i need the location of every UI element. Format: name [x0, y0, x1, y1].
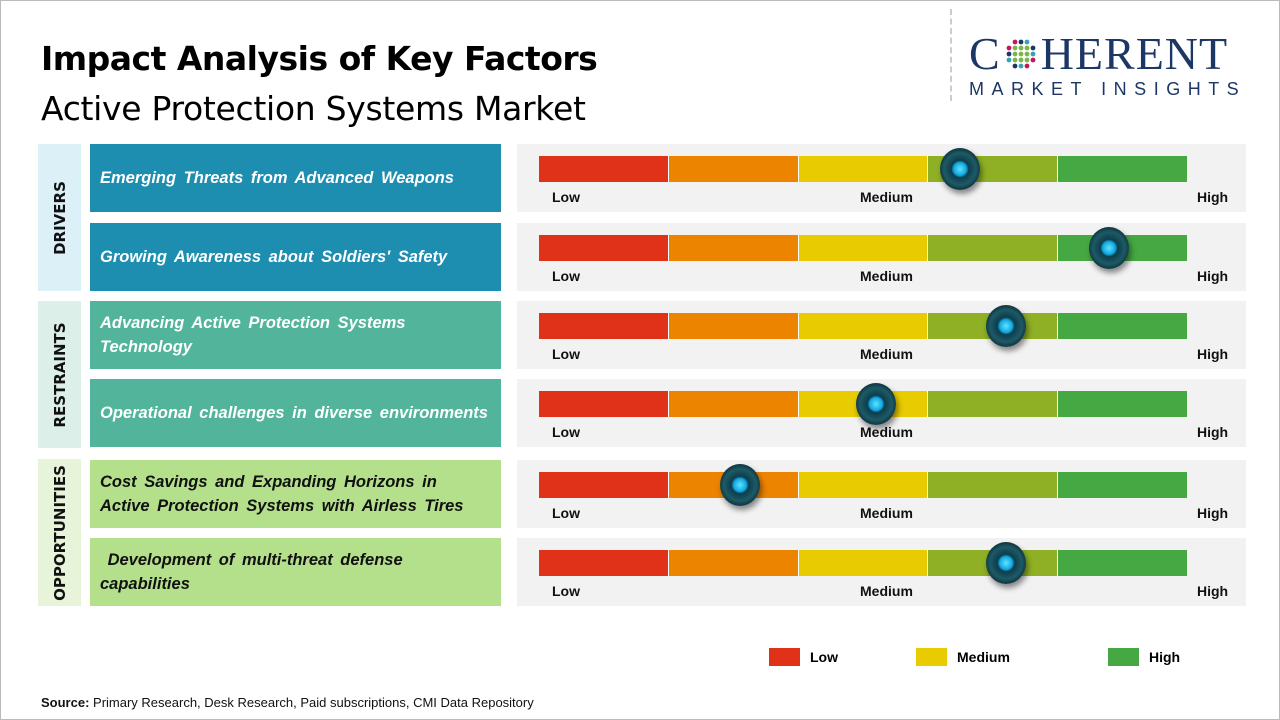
impact-indicator-knob [985, 542, 1026, 584]
factor-label: Operational challenges in diverse enviro… [90, 379, 501, 447]
category-opportunities: OPPORTUNITIES [38, 459, 81, 606]
legend-swatch [916, 648, 947, 666]
legend-label: High [1149, 649, 1181, 665]
scale-low-label: Low [552, 189, 580, 205]
impact-gauge: Low Medium High [517, 538, 1246, 606]
scale-segment [668, 391, 799, 417]
impact-indicator-knob [1089, 227, 1130, 269]
scale-segment [798, 156, 929, 182]
impact-scale-bar [539, 550, 1187, 576]
scale-segment [1058, 156, 1187, 182]
scale-medium-label: Medium [860, 268, 913, 284]
category-label: RESTRAINTS [50, 321, 69, 428]
impact-gauge: Low Medium High [517, 223, 1246, 291]
legend-item: Medium [916, 648, 1010, 666]
scale-low-label: Low [552, 505, 580, 521]
impact-scale-bar [539, 472, 1187, 498]
logo-c: C [969, 28, 1001, 79]
page-subtitle: Active Protection Systems Market [41, 89, 586, 128]
scale-segment [798, 472, 929, 498]
scale-segment [668, 550, 799, 576]
scale-segment [798, 313, 929, 339]
scale-high-label: High [1197, 583, 1229, 599]
scale-low-label: Low [552, 268, 580, 284]
impact-indicator-knob [940, 148, 981, 190]
factor-label: Emerging Threats from Advanced Weapons [90, 144, 501, 212]
factor-label: Cost Savings and Expanding Horizons in A… [90, 460, 501, 528]
scale-segment [539, 313, 669, 339]
legend-item: Low [769, 648, 838, 666]
impact-gauge: Low Medium High [517, 379, 1246, 447]
legend-swatch [1108, 648, 1139, 666]
scale-medium-label: Medium [860, 189, 913, 205]
scale-medium-label: Medium [860, 583, 913, 599]
factor-label: Growing Awareness about Soldiers' Safety [90, 223, 501, 291]
scale-segment [1058, 313, 1187, 339]
scale-segment [1058, 472, 1187, 498]
legend-swatch [769, 648, 800, 666]
impact-scale-bar [539, 156, 1187, 182]
globe-icon [1006, 39, 1036, 69]
scale-segment [798, 235, 929, 261]
source-note: Source: Primary Research, Desk Research,… [41, 695, 534, 710]
factor-label: Development of multi-threat defense capa… [90, 538, 501, 606]
logo-subtitle: MARKET INSIGHTS [969, 79, 1247, 99]
category-label: DRIVERS [50, 180, 69, 255]
impact-gauge: Low Medium High [517, 460, 1246, 528]
impact-gauge: Low Medium High [517, 301, 1246, 369]
scale-medium-label: Medium [860, 424, 913, 440]
category-drivers: DRIVERS [38, 144, 81, 291]
scale-high-label: High [1197, 505, 1229, 521]
scale-low-label: Low [552, 424, 580, 440]
scale-segment [668, 156, 799, 182]
company-logo: C HERENT MARKET INSIGHTS [969, 31, 1246, 100]
scale-segment [539, 391, 669, 417]
divider [950, 9, 952, 101]
scale-high-label: High [1197, 424, 1229, 440]
scale-segment [539, 235, 669, 261]
scale-high-label: High [1197, 346, 1229, 362]
scale-segment [539, 550, 669, 576]
scale-high-label: High [1197, 268, 1229, 284]
impact-indicator-knob [985, 305, 1026, 347]
legend-label: Low [810, 649, 838, 665]
scale-medium-label: Medium [860, 346, 913, 362]
scale-high-label: High [1197, 189, 1229, 205]
impact-scale-bar [539, 391, 1187, 417]
scale-segment [1058, 550, 1187, 576]
impact-indicator-knob [855, 383, 896, 425]
legend-label: Medium [957, 649, 1010, 665]
impact-scale-bar [539, 313, 1187, 339]
scale-low-label: Low [552, 346, 580, 362]
factor-label: Advancing Active Protection Systems Tech… [90, 301, 501, 369]
scale-segment [1058, 391, 1187, 417]
impact-scale-bar [539, 235, 1187, 261]
category-restraints: RESTRAINTS [38, 301, 81, 448]
logo-rest: HERENT [1040, 28, 1229, 79]
legend-item: High [1108, 648, 1180, 666]
scale-segment [668, 313, 799, 339]
scale-segment [798, 550, 929, 576]
scale-segment [928, 472, 1059, 498]
scale-segment [668, 235, 799, 261]
category-label: OPPORTUNITIES [50, 464, 69, 601]
scale-low-label: Low [552, 583, 580, 599]
scale-segment [539, 156, 669, 182]
impact-indicator-knob [719, 464, 760, 506]
scale-medium-label: Medium [860, 505, 913, 521]
impact-gauge: Low Medium High [517, 144, 1246, 212]
scale-segment [539, 472, 669, 498]
page-title: Impact Analysis of Key Factors [41, 39, 598, 78]
scale-segment [928, 235, 1059, 261]
scale-segment [928, 391, 1059, 417]
